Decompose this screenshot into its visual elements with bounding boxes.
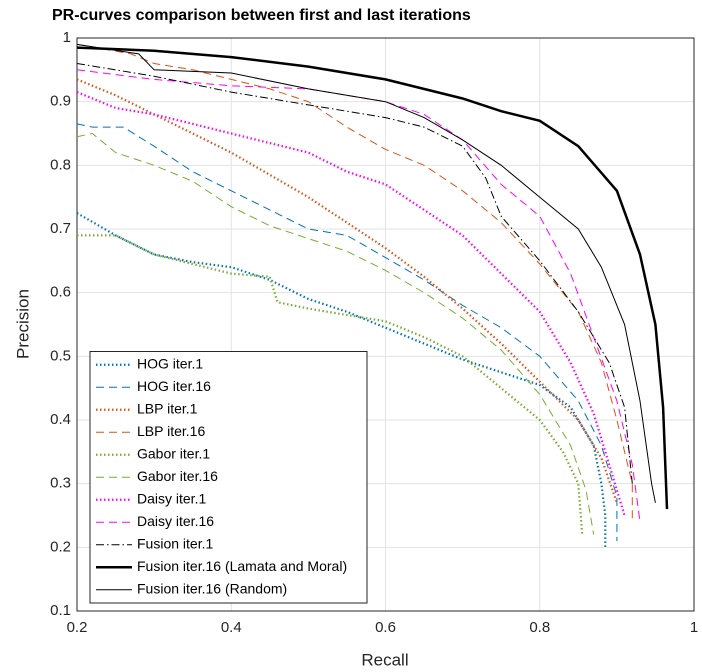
x-tick-label: 0.2 — [67, 619, 88, 636]
x-tick-label: 0.4 — [221, 619, 242, 636]
legend-box — [89, 351, 368, 604]
legend-label: Fusion iter.16 (Random) — [137, 580, 287, 596]
series-line — [76, 43, 656, 503]
y-tick-label: 0.3 — [50, 475, 71, 492]
y-tick-label: 0.6 — [50, 284, 71, 301]
y-tick-label: 0.4 — [50, 411, 71, 428]
legend-label: Gabor iter.16 — [137, 468, 218, 484]
plot-frame — [76, 37, 695, 612]
legend-label: Daisy iter.16 — [137, 513, 214, 529]
x-tick-label: 0.8 — [529, 619, 550, 636]
legend-label: Fusion iter.1 — [137, 535, 213, 551]
y-tick-label: 0.1 — [50, 602, 71, 619]
chart-title: PR-curves comparison between first and l… — [52, 7, 471, 24]
series-line — [76, 132, 595, 535]
x-tick-label: 0.6 — [375, 619, 396, 636]
y-tick-label: 1 — [63, 29, 71, 46]
y-tick-label: 0.2 — [50, 538, 71, 555]
legend-label: LBP iter.16 — [137, 423, 205, 439]
y-tick-label: 0.7 — [50, 220, 71, 237]
series-line — [76, 78, 618, 504]
y-tick-label: 0.5 — [50, 347, 71, 364]
x-tick-label: 1 — [690, 619, 698, 636]
y-axis-label: Precision — [13, 289, 32, 359]
series-line — [76, 123, 618, 541]
legend-label: HOG iter.16 — [137, 378, 211, 394]
y-tick-label: 0.9 — [50, 93, 71, 110]
series-line — [76, 212, 607, 548]
series-line — [77, 234, 584, 535]
y-tick-label: 0.8 — [50, 156, 71, 173]
series-line — [76, 43, 633, 522]
legend-label: LBP iter.1 — [137, 400, 198, 416]
x-axis-label: Recall — [361, 650, 408, 669]
legend-label: Gabor iter.1 — [137, 445, 210, 461]
legend-label: HOG iter.1 — [137, 355, 203, 371]
legend-label: Daisy iter.1 — [137, 490, 206, 506]
series-line — [76, 46, 669, 510]
legend-label: Fusion iter.16 (Lamata and Moral) — [137, 558, 347, 574]
